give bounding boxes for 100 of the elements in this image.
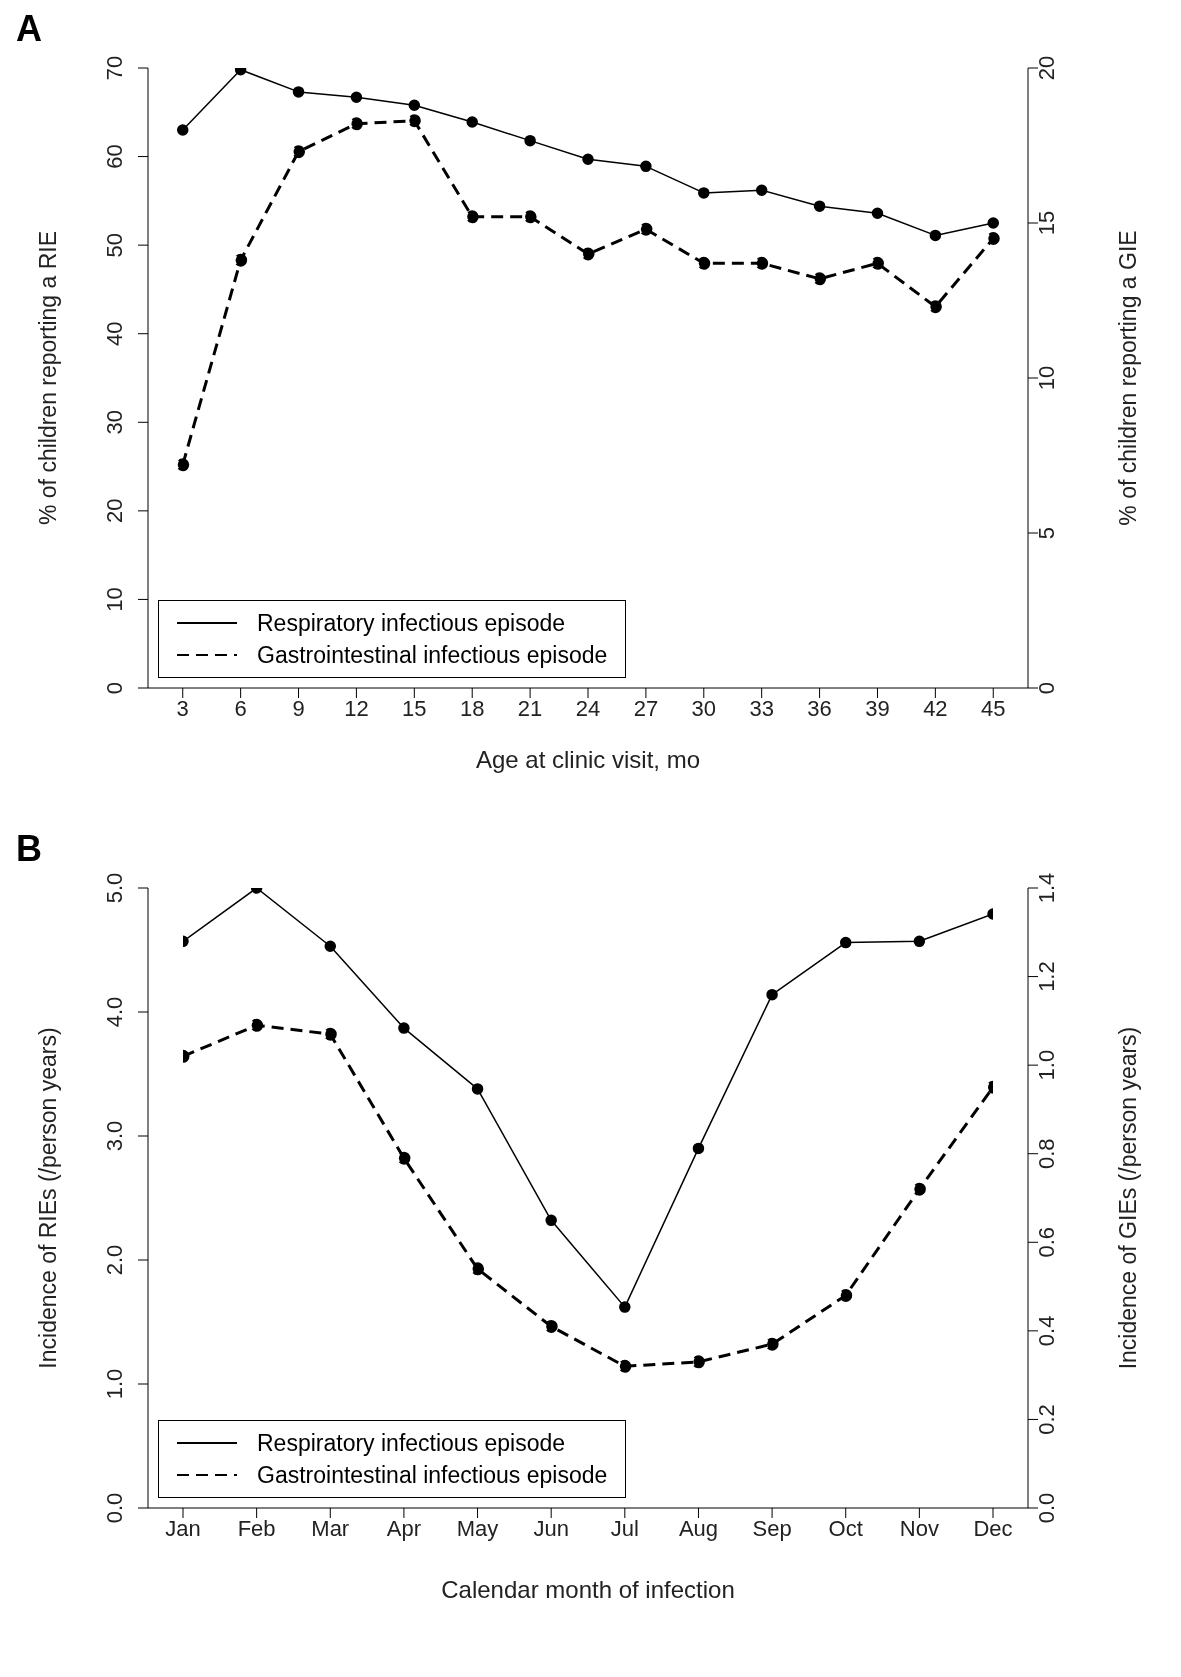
point — [292, 86, 305, 98]
x-tick-label: Jun — [533, 1515, 569, 1541]
x-tick-label: 3 — [176, 695, 189, 721]
y-tick-label: 5.0 — [102, 872, 127, 904]
x-tick-label: 30 — [691, 695, 717, 721]
point — [929, 229, 942, 242]
point — [581, 247, 595, 261]
x-tick-label: 45 — [981, 695, 1006, 721]
point — [640, 160, 652, 173]
y2-tick-label: 15 — [1034, 210, 1059, 236]
x-tick-label: Dec — [973, 1515, 1013, 1541]
y2-tick-label: 0.2 — [1034, 1404, 1059, 1435]
point — [250, 1018, 264, 1032]
y2-tick-label: 1.4 — [1034, 872, 1059, 904]
y2-tick-label: 0.4 — [1034, 1315, 1059, 1347]
point — [698, 187, 710, 199]
y2-tick-label: 1.0 — [1034, 1049, 1059, 1081]
x-tick-label: 12 — [344, 695, 369, 721]
point — [234, 253, 248, 267]
point — [871, 207, 884, 220]
point — [397, 1151, 411, 1165]
point — [928, 300, 942, 314]
x-tick-label: 39 — [865, 695, 890, 721]
point — [471, 1262, 485, 1276]
point — [813, 200, 826, 212]
x-axis-title: Calendar month of infection — [441, 1576, 735, 1603]
point — [544, 1319, 558, 1333]
y-tick-label: 0 — [102, 681, 127, 695]
x-tick-label: Jul — [610, 1515, 639, 1541]
y2-tick-label: 0.8 — [1034, 1138, 1059, 1170]
y-tick-label: 20 — [102, 498, 127, 524]
point — [766, 988, 778, 1001]
x-axis-title: Age at clinic visit, mo — [475, 746, 701, 773]
y-tick-label: 1.0 — [102, 1368, 127, 1400]
x-tick-label: Feb — [237, 1515, 276, 1541]
y2-tick-label: 0 — [1034, 681, 1059, 695]
point — [697, 256, 711, 270]
point — [466, 116, 478, 128]
legend-label: Gastrointestinal infectious episode — [257, 1461, 608, 1490]
point — [176, 458, 190, 472]
point — [755, 256, 769, 270]
point — [618, 1359, 632, 1373]
point — [465, 210, 479, 224]
y-tick-label: 30 — [102, 410, 127, 435]
point — [692, 1142, 705, 1155]
x-tick-label: 27 — [633, 695, 659, 721]
y-tick-label: 0.0 — [102, 1492, 127, 1524]
point — [398, 1022, 410, 1034]
x-tick-label: 33 — [749, 695, 774, 721]
x-tick-label: 42 — [923, 695, 948, 721]
y-tick-label: 10 — [102, 587, 127, 612]
x-tick-label: Jan — [165, 1515, 201, 1541]
x-tick-label: Oct — [828, 1515, 863, 1541]
point — [471, 1083, 484, 1095]
point — [813, 272, 827, 286]
x-tick-label: Apr — [386, 1515, 422, 1541]
y-axis-title: Incidence of RIEs (/person years) — [35, 1027, 62, 1369]
y2-tick-label: 1.2 — [1034, 961, 1059, 992]
x-tick-label: May — [456, 1515, 499, 1541]
point — [839, 936, 852, 949]
point — [323, 1027, 337, 1041]
point — [292, 145, 306, 159]
y2-tick-label: 5 — [1034, 526, 1059, 540]
x-tick-label: 18 — [459, 695, 485, 721]
y2-axis-title: % of children reporting a GIE — [1115, 230, 1142, 526]
point — [691, 1355, 705, 1369]
y2-axis-title: Incidence of GIEs (/person years) — [1115, 1026, 1142, 1370]
point — [324, 940, 337, 953]
x-tick-label: Sep — [752, 1515, 792, 1541]
point — [913, 935, 926, 948]
y-tick-label: 4.0 — [102, 996, 127, 1028]
point — [407, 114, 421, 128]
point — [639, 222, 653, 236]
point — [523, 210, 537, 224]
y2-tick-label: 0.6 — [1034, 1226, 1059, 1258]
point — [870, 256, 884, 270]
point — [349, 117, 363, 131]
point — [912, 1182, 926, 1196]
text: B — [16, 828, 42, 870]
point — [545, 1214, 557, 1227]
legend-label: Gastrointestinal infectious episode — [257, 641, 608, 670]
point — [986, 232, 1000, 245]
point — [408, 99, 421, 111]
x-tick-label: Aug — [678, 1515, 719, 1541]
x-tick-label: 24 — [575, 695, 601, 721]
y2-tick-label: 10 — [1034, 365, 1059, 391]
x-tick-label: 6 — [234, 695, 247, 721]
x-tick-label: 9 — [292, 695, 305, 721]
x-tick-label: 15 — [402, 695, 427, 721]
point — [582, 153, 594, 165]
y-axis-title: % of children reporting a RIE — [35, 230, 62, 526]
y2-tick-label: 20 — [1034, 55, 1059, 81]
x-tick-label: 21 — [517, 695, 543, 721]
point — [176, 124, 189, 136]
y2-tick-label: 0.0 — [1034, 1492, 1059, 1524]
y-tick-label: 3.0 — [102, 1120, 127, 1152]
point — [987, 217, 1000, 229]
legend-label: Respiratory infectious episode — [257, 1429, 566, 1458]
text: A — [16, 8, 42, 50]
x-tick-label: Nov — [899, 1515, 939, 1541]
